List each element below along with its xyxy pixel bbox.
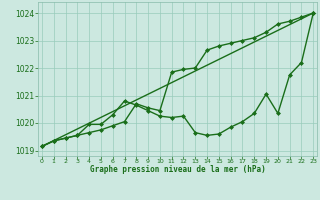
X-axis label: Graphe pression niveau de la mer (hPa): Graphe pression niveau de la mer (hPa): [90, 165, 266, 174]
